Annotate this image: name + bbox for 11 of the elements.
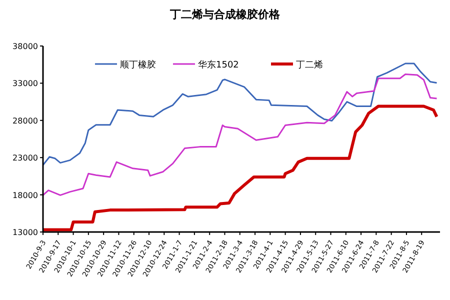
chart-title: 丁二烯与合成橡胶价格	[169, 8, 281, 21]
y-tick-label: 38000	[12, 42, 38, 51]
line-series	[42, 74, 438, 196]
legend-label: 顺丁橡胶	[120, 60, 156, 70]
y-tick-label: 23000	[12, 154, 38, 163]
legend-label: 丁二烯	[296, 60, 323, 70]
y-tick-label: 13000	[12, 228, 38, 237]
y-tick-label: 33000	[12, 79, 38, 88]
y-tick-label: 18000	[12, 190, 38, 200]
y-tick-label: 28000	[12, 116, 38, 126]
legend-label: 华东1502	[198, 60, 239, 70]
